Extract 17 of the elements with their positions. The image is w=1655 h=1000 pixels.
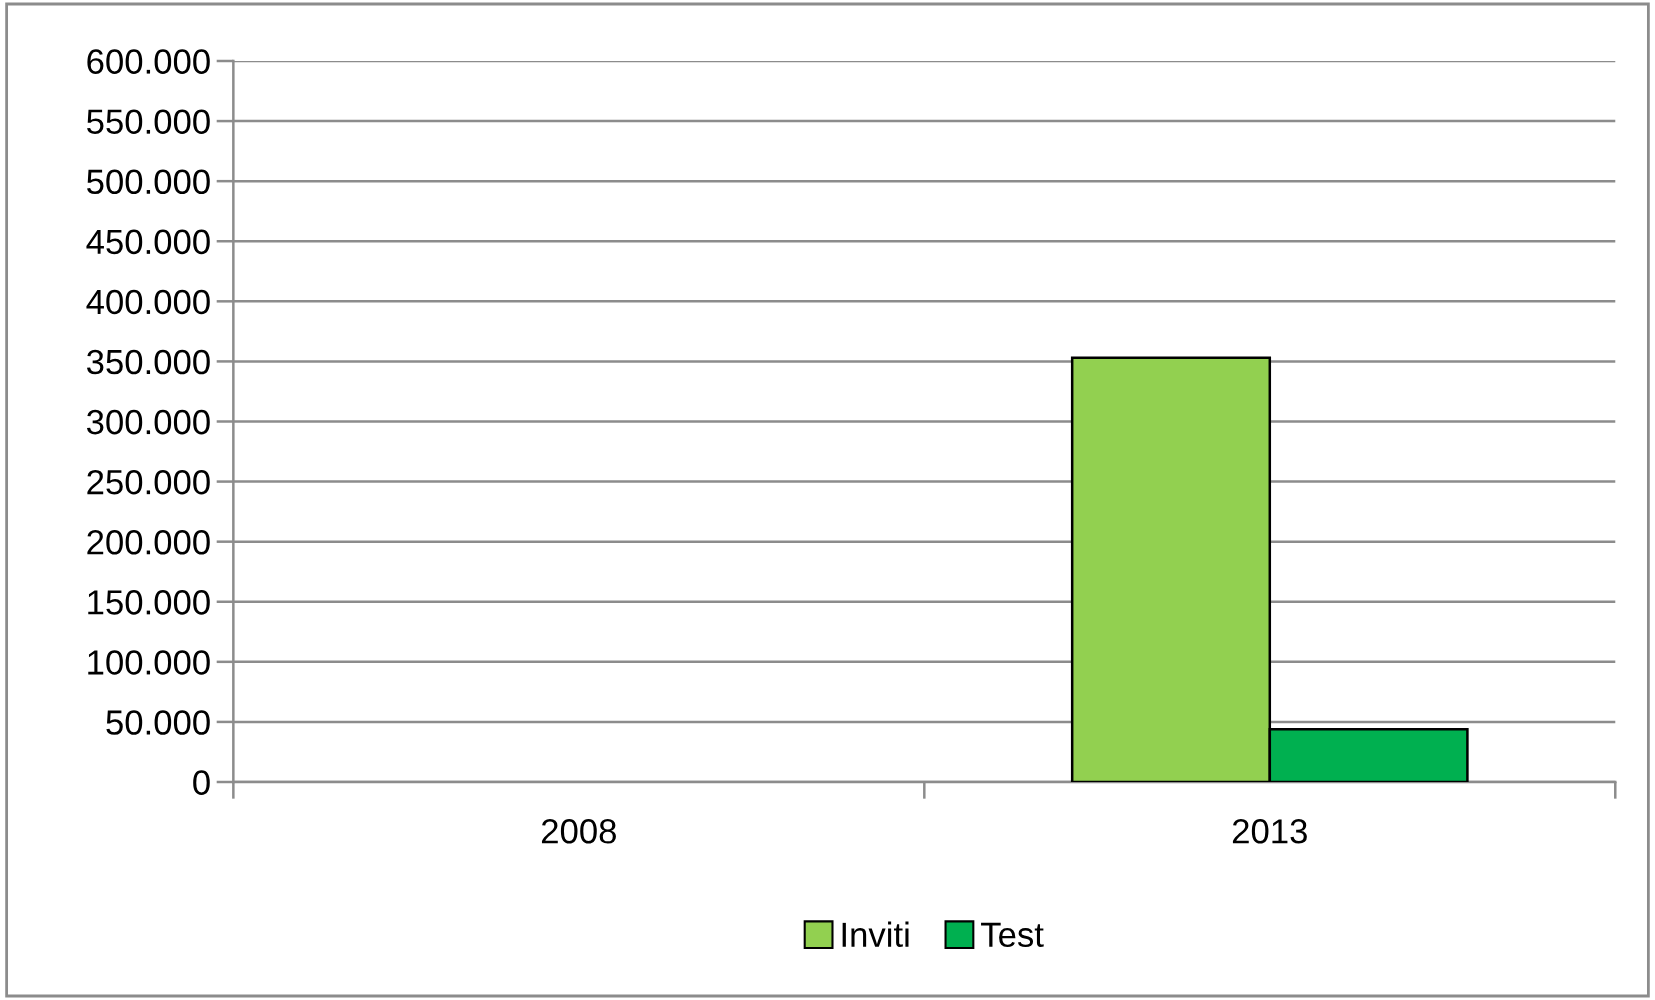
x-tick-label: 2008 xyxy=(541,819,616,844)
legend-label: Test xyxy=(981,922,1044,948)
y-tick-label: 600.000 xyxy=(87,49,210,74)
y-tick-label: 550.000 xyxy=(87,109,210,135)
y-tick-label: 50.000 xyxy=(106,710,210,735)
y-tick-label: 400.000 xyxy=(86,289,210,315)
y-tick-label: 150.000 xyxy=(88,590,210,615)
y-tick-label: 100.000 xyxy=(88,650,210,675)
y-tick-label: 350.000 xyxy=(86,349,210,375)
y-tick-label: 0 xyxy=(193,770,210,795)
y-tick-label: 300.000 xyxy=(86,409,210,435)
y-tick-label: 500.000 xyxy=(87,169,210,195)
y-tick-label: 250.000 xyxy=(87,469,210,495)
legend-label: Inviti xyxy=(842,921,909,948)
y-tick-label: 200.000 xyxy=(87,530,210,555)
x-tick-label: 2013 xyxy=(1232,819,1307,844)
y-tick-label: 450.000 xyxy=(86,229,210,255)
